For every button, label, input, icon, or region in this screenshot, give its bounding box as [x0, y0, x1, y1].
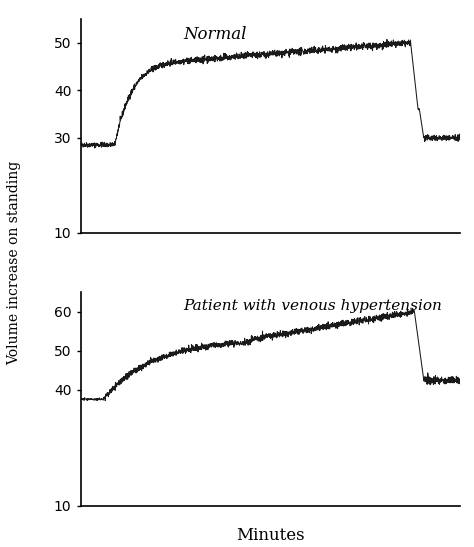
Text: Minutes: Minutes [236, 527, 304, 544]
Text: Volume increase on standing: Volume increase on standing [7, 160, 21, 365]
Text: Normal: Normal [183, 26, 246, 43]
Text: Patient with venous hypertension: Patient with venous hypertension [183, 299, 442, 313]
